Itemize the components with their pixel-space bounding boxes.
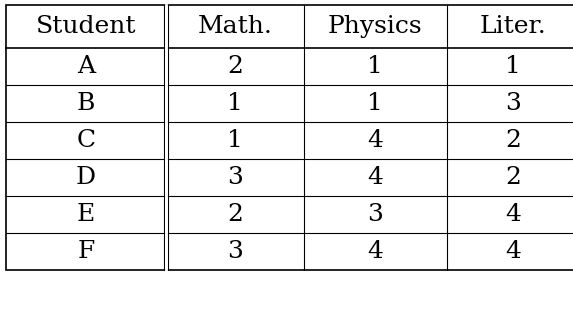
Text: 4: 4 [367, 166, 383, 189]
Text: 1: 1 [227, 92, 243, 115]
Text: 4: 4 [367, 240, 383, 263]
Text: 1: 1 [227, 129, 243, 152]
Text: Physics: Physics [328, 15, 423, 38]
Text: 3: 3 [227, 166, 243, 189]
Text: 3: 3 [505, 92, 521, 115]
Text: E: E [77, 203, 95, 226]
Text: Student: Student [36, 15, 136, 38]
Text: A: A [77, 55, 95, 78]
Text: 1: 1 [505, 55, 521, 78]
Text: 4: 4 [367, 129, 383, 152]
Text: 3: 3 [227, 240, 243, 263]
Text: C: C [76, 129, 96, 152]
Text: Liter.: Liter. [480, 15, 546, 38]
Text: 1: 1 [367, 92, 383, 115]
Text: 2: 2 [227, 203, 243, 226]
Text: 3: 3 [367, 203, 383, 226]
Text: 4: 4 [505, 203, 521, 226]
Text: Math.: Math. [198, 15, 272, 38]
Bar [6, 5, 573, 270]
Text: 2: 2 [505, 166, 521, 189]
Text: 2: 2 [505, 129, 521, 152]
Text: 2: 2 [227, 55, 243, 78]
Text: B: B [77, 92, 95, 115]
Text: F: F [77, 240, 95, 263]
Text: 4: 4 [505, 240, 521, 263]
Text: D: D [76, 166, 96, 189]
Text: 1: 1 [367, 55, 383, 78]
